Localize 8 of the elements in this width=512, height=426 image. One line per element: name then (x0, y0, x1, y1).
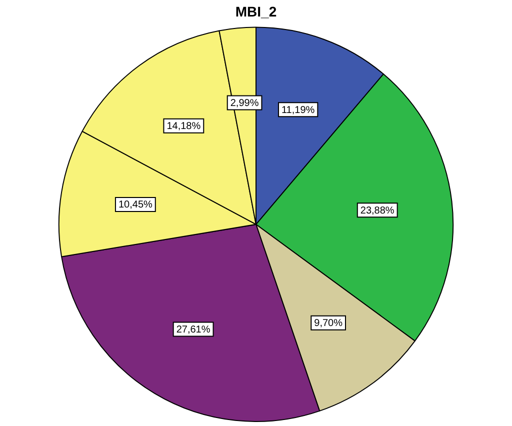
data-label: 11,19% (281, 104, 315, 116)
data-label: 10,45% (118, 200, 152, 211)
chart-title: MBI_2 (235, 3, 277, 20)
data-label: 9,70% (314, 318, 343, 330)
data-label: 27,61% (176, 324, 210, 336)
data-label: 2,99% (230, 98, 259, 109)
data-label: 23,88% (360, 205, 394, 216)
data-label: 14,18% (166, 121, 201, 132)
